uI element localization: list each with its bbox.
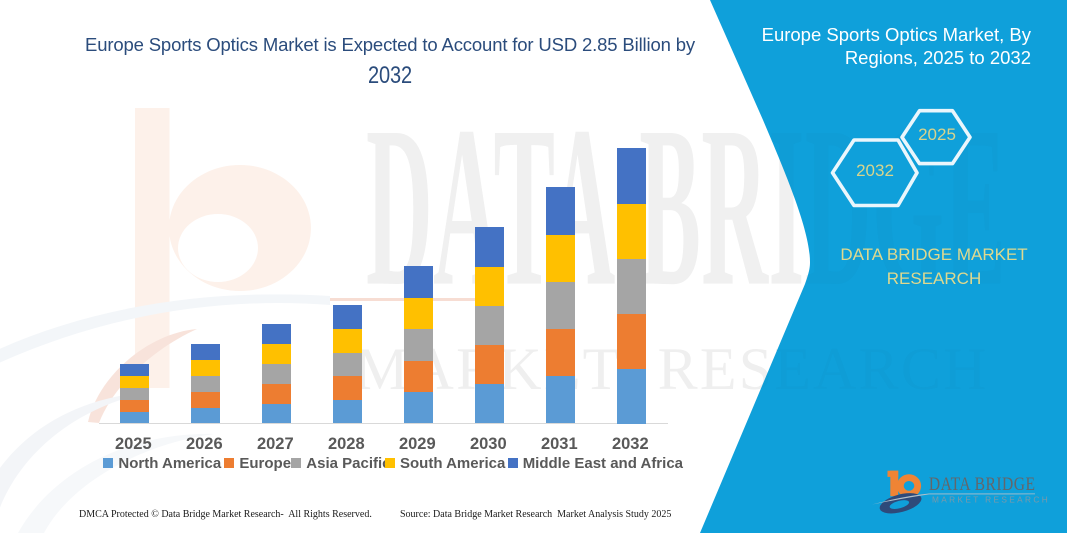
svg-text:2032: 2032 [856, 161, 894, 180]
svg-text:DATA BRIDGE: DATA BRIDGE [929, 474, 1036, 495]
svg-text:2025: 2025 [918, 125, 956, 144]
svg-text:MARKET RESEARCH: MARKET RESEARCH [932, 495, 1050, 505]
